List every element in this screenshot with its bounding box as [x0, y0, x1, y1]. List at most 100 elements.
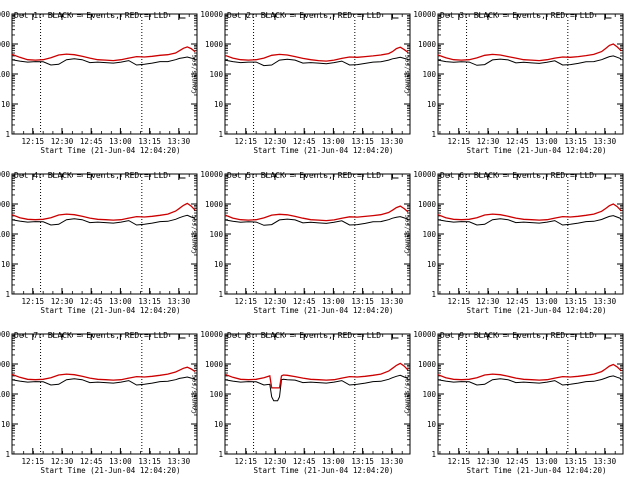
series-lld	[11, 202, 196, 221]
panel-det4: Det 4r BLACK = Events, RED = LLD11010010…	[0, 170, 198, 315]
x-tick-label: 12:30	[264, 137, 287, 146]
series-events	[437, 375, 622, 386]
y-tick-label: 1	[218, 290, 223, 299]
y-tick-label: 1000	[205, 200, 224, 209]
y-tick-label: 1	[5, 290, 10, 299]
y-tick-label: 1	[5, 450, 10, 459]
y-tick-label: 10000	[200, 330, 223, 339]
plot-frame	[437, 173, 624, 295]
x-tick-label: 13:15	[351, 297, 374, 306]
x-tick-label: 12:30	[264, 457, 287, 466]
x-tick-label: 12:30	[477, 137, 500, 146]
x-tick-label: 13:00	[535, 137, 558, 146]
x-tick-label: 13:00	[322, 297, 345, 306]
x-tick-label: 13:00	[109, 457, 132, 466]
x-tick-label: 13:15	[564, 457, 587, 466]
plot-frame	[437, 333, 624, 455]
y-tick-label: 1000	[0, 40, 10, 49]
y-tick-label: 100	[209, 390, 223, 399]
y-tick-label: 10	[214, 260, 224, 269]
saa-flag-mark	[391, 334, 399, 339]
y-tick-label: 10000	[0, 330, 10, 339]
x-tick-label: 13:30	[381, 297, 404, 306]
x-tick-label: 12:15	[234, 457, 257, 466]
y-tick-label: 100	[0, 390, 10, 399]
y-tick-label: 10	[1, 100, 11, 109]
y-tick-label: 1000	[418, 360, 437, 369]
x-tick-label: 13:30	[594, 137, 617, 146]
y-tick-label: 10000	[413, 170, 436, 179]
y-tick-label: 100	[209, 230, 223, 239]
y-tick-label: 10000	[0, 170, 10, 179]
series-lld	[224, 205, 409, 222]
saa-flag-mark	[604, 14, 612, 19]
x-axis-label: Start Time (21-Jun-04 12:04:20)	[254, 306, 394, 315]
panel-det1: Det 1r BLACK = Events, RED = LLD11010010…	[0, 10, 198, 155]
series-events	[224, 216, 409, 226]
series-events	[11, 376, 196, 386]
x-tick-label: 12:45	[293, 457, 316, 466]
x-tick-label: 12:30	[51, 297, 74, 306]
panel-det3: Det 3r BLACK = Events, RED = LLD11010010…	[403, 10, 624, 155]
series-lld	[437, 43, 622, 62]
x-tick-label: 12:15	[447, 297, 470, 306]
y-tick-label: 10	[427, 420, 437, 429]
series-events	[437, 55, 622, 66]
x-tick-label: 12:45	[293, 137, 316, 146]
x-tick-label: 12:30	[477, 297, 500, 306]
y-tick-label: 10000	[200, 10, 223, 19]
x-tick-label: 13:00	[535, 457, 558, 466]
panel-det2: Det 2r BLACK = Events, RED = LLD11010010…	[190, 10, 411, 155]
y-tick-label: 100	[209, 70, 223, 79]
y-tick-label: 10	[1, 260, 11, 269]
x-tick-label: 12:30	[264, 297, 287, 306]
series-lld	[224, 46, 409, 62]
x-tick-label: 13:00	[535, 297, 558, 306]
y-tick-label: 1	[218, 450, 223, 459]
plot-frame	[11, 173, 198, 295]
series-events	[224, 374, 409, 402]
series-lld	[11, 46, 196, 62]
series-lld	[11, 366, 196, 381]
saa-flag-mark	[178, 174, 186, 179]
x-tick-label: 13:15	[351, 457, 374, 466]
x-tick-label: 12:15	[447, 457, 470, 466]
x-axis-label: Start Time (21-Jun-04 12:04:20)	[467, 306, 607, 315]
y-tick-label: 100	[422, 230, 436, 239]
series-events	[11, 56, 196, 66]
x-tick-label: 12:30	[51, 457, 74, 466]
panel-det8: Det 8r BLACK = Events, RED = LLD11010010…	[190, 330, 411, 475]
y-tick-label: 1000	[0, 200, 10, 209]
x-tick-label: 13:30	[168, 297, 191, 306]
saa-flag-mark	[178, 14, 186, 19]
y-tick-label: 1000	[0, 360, 10, 369]
panel-det6: Det 6r BLACK = Events, RED = LLD11010010…	[403, 170, 624, 315]
x-tick-label: 12:15	[234, 137, 257, 146]
x-tick-label: 12:45	[293, 297, 316, 306]
x-tick-label: 12:45	[80, 137, 103, 146]
y-tick-label: 100	[0, 230, 10, 239]
x-tick-label: 12:45	[506, 297, 529, 306]
series-lld	[437, 203, 622, 221]
x-tick-label: 13:00	[109, 297, 132, 306]
x-tick-label: 12:30	[477, 457, 500, 466]
x-tick-label: 12:45	[80, 297, 103, 306]
x-tick-label: 13:30	[594, 297, 617, 306]
plot-frame	[224, 173, 411, 295]
x-tick-label: 13:15	[564, 297, 587, 306]
panel-det9: Det 9r BLACK = Events, RED = LLD11010010…	[403, 330, 624, 475]
y-tick-label: 1	[218, 130, 223, 139]
x-tick-label: 13:15	[138, 137, 161, 146]
x-tick-label: 13:00	[322, 457, 345, 466]
saa-flag-mark	[604, 334, 612, 339]
y-tick-label: 1	[5, 130, 10, 139]
y-tick-label: 10	[214, 420, 224, 429]
series-events	[437, 215, 622, 226]
y-axis-label: Counts/sec	[190, 374, 198, 413]
series-events	[224, 56, 409, 67]
y-tick-label: 10	[427, 260, 437, 269]
saa-flag-mark	[391, 174, 399, 179]
y-tick-label: 100	[422, 70, 436, 79]
y-tick-label: 10000	[413, 10, 436, 19]
